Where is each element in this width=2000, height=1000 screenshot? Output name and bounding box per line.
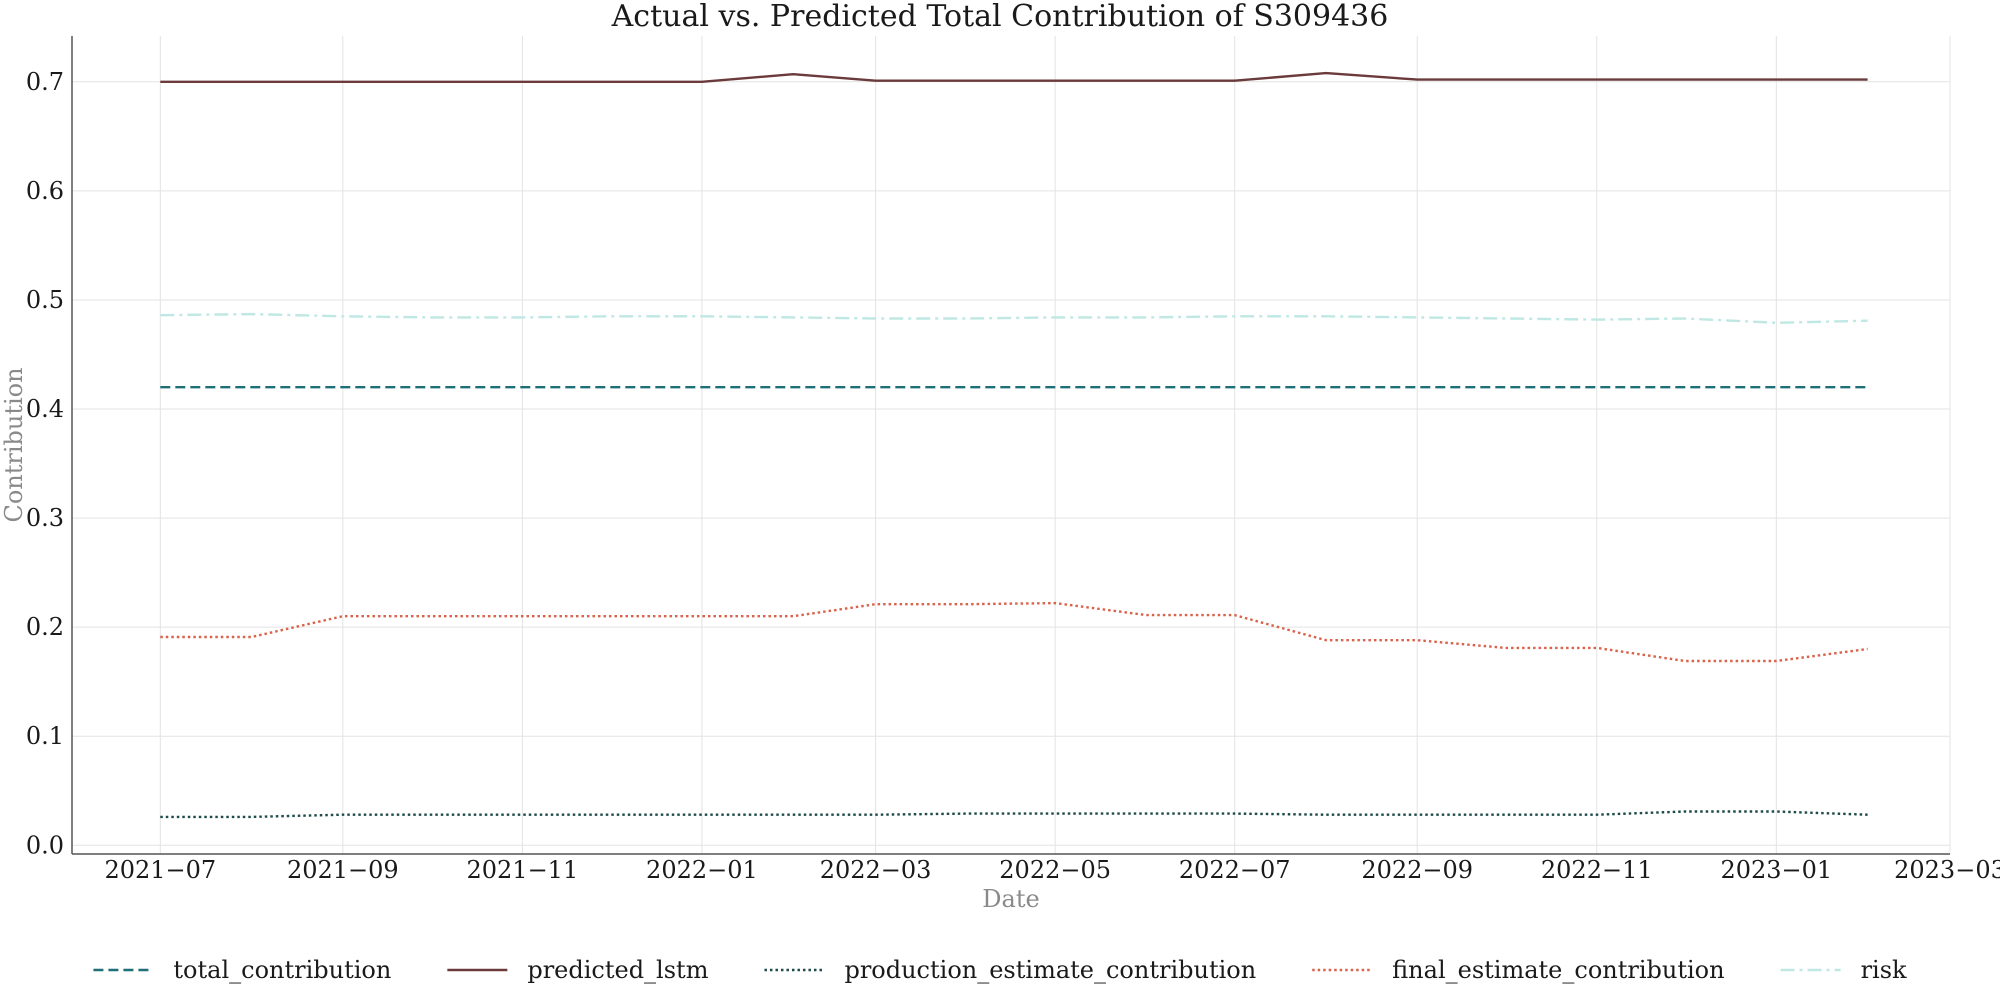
legend-label-final_estimate_contribution: final_estimate_contribution [1392, 956, 1724, 984]
x-axis-title: Date [982, 885, 1039, 913]
x-tick-label: 2022−01 [646, 856, 758, 884]
tick-labels: 2021−07 2021−09 2021−11 2022−01 2022−03 2022−… [26, 68, 2000, 884]
grid [72, 36, 1951, 854]
y-tick-label: 0.5 [26, 286, 64, 314]
y-tick-label: 0.7 [26, 68, 64, 96]
legend-label-predicted_lstm: predicted_lstm [527, 956, 708, 984]
chart-title: Actual vs. Predicted Total Contribution … [611, 0, 1389, 34]
y-tick-label: 0.6 [26, 177, 64, 205]
x-tick-label: 2022−07 [1179, 856, 1291, 884]
series-lines [160, 71, 1868, 819]
x-tick-label: 2022−11 [1541, 856, 1653, 884]
x-tick-label: 2021−09 [287, 856, 399, 884]
x-tick-label: 2022−05 [999, 856, 1111, 884]
y-tick-label: 0.0 [26, 831, 64, 859]
series-line-predicted_lstm [160, 71, 1868, 84]
x-tick-label: 2022−09 [1361, 856, 1473, 884]
axes [71, 36, 1950, 855]
series-line-production_estimate_contribution [160, 810, 1868, 819]
x-tick-label: 2023−03 [1894, 856, 2000, 884]
series-line-final_estimate_contribution [160, 601, 1868, 663]
x-tick-label: 2021−07 [104, 856, 216, 884]
y-tick-label: 0.3 [26, 504, 64, 532]
legend-label-total_contribution: total_contribution [173, 956, 391, 984]
legend-label-production_estimate_contribution: production_estimate_contribution [844, 956, 1256, 984]
y-tick-label: 0.2 [26, 613, 64, 641]
legend: total_contribution predicted_lstm producti… [93, 956, 1907, 984]
x-tick-label: 2023−01 [1720, 856, 1832, 884]
y-axis-title: Contribution [0, 367, 28, 522]
y-tick-label: 0.4 [26, 395, 64, 423]
legend-label-risk: risk [1861, 956, 1907, 984]
y-tick-label: 0.1 [26, 722, 64, 750]
series-line-risk [160, 312, 1868, 324]
x-tick-label: 2021−11 [466, 856, 578, 884]
x-tick-label: 2022−03 [820, 856, 932, 884]
